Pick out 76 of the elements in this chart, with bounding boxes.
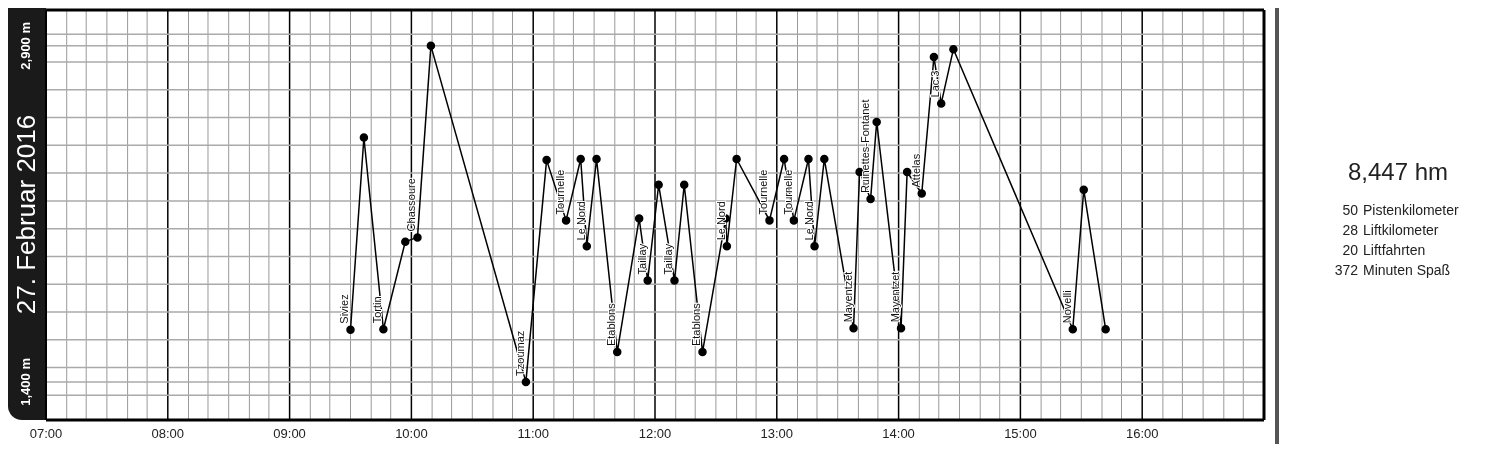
point: [849, 324, 858, 333]
annotation: Tournelle: [781, 169, 794, 215]
annotation: Etablons: [690, 302, 703, 347]
point: [732, 154, 741, 164]
point: [576, 154, 585, 164]
point: [634, 214, 644, 223]
annotation: Ruinettes-Fontanet: [858, 99, 871, 194]
point: [722, 242, 732, 251]
x-tick-label: 14:00: [882, 426, 915, 441]
point: [698, 347, 707, 357]
point: [413, 233, 422, 242]
point: [949, 44, 958, 54]
x-tick-label: 10:00: [395, 426, 428, 441]
point: [643, 276, 652, 285]
point: [936, 99, 946, 108]
annotation: Le Nord: [574, 201, 587, 241]
point: [379, 325, 388, 334]
x-tick-label: 08:00: [151, 426, 185, 441]
point: [804, 154, 813, 164]
y-tick-label: 2,900 m: [18, 22, 34, 70]
annotation: Tortin: [371, 296, 384, 324]
point: [542, 155, 551, 165]
text: 8,447 hm: [1346, 158, 1450, 186]
point: [401, 237, 410, 246]
text: 372 Minuten Spaß: [1333, 261, 1451, 280]
point: [359, 133, 369, 142]
point: [779, 154, 789, 164]
point: [654, 180, 663, 189]
point: [820, 154, 829, 164]
point: [679, 180, 689, 189]
annotation: Le Nord: [802, 201, 815, 241]
point: [426, 41, 436, 51]
point: [917, 189, 926, 198]
point: [1079, 185, 1088, 194]
x-tick-label: 16:00: [1125, 426, 1159, 441]
x-tick-label: 11:00: [517, 426, 549, 441]
point: [810, 242, 819, 251]
annotation: Novelli: [1060, 290, 1073, 324]
x-tick-label: 12:00: [638, 426, 672, 441]
point: [896, 324, 906, 333]
annotation: Tournelle: [554, 169, 567, 215]
point: [929, 52, 939, 62]
point: [866, 194, 875, 204]
point: [902, 167, 912, 177]
annotation: Etablons: [605, 302, 618, 347]
annotation: Tournelle: [757, 169, 770, 215]
text: 50 Pistenkilometer: [1341, 201, 1459, 220]
point: [670, 276, 679, 285]
point: [1068, 325, 1078, 334]
annotation: Taillay: [635, 243, 648, 275]
annotation: Mayentzet: [841, 271, 854, 323]
text: 27. Februar 2016: [11, 114, 43, 314]
point: [521, 377, 531, 387]
annotation: Mayentzet: [889, 271, 902, 323]
annotation: Tzoumaz: [513, 330, 526, 376]
point: [1101, 325, 1110, 334]
annotation: Taillay: [662, 243, 675, 275]
x-tick-label: 13:00: [760, 426, 794, 441]
x-tick-label: 07:00: [29, 426, 63, 441]
text: 28 Liftkilometer: [1341, 221, 1439, 240]
annotation: Chassoure: [405, 178, 418, 232]
point: [612, 347, 622, 357]
annotation: Le Nord: [714, 201, 727, 241]
x-tick-label: 15:00: [1004, 426, 1037, 441]
y-tick-label: 1,400 m: [18, 358, 34, 406]
point: [872, 117, 881, 127]
point: [765, 216, 774, 225]
point: [592, 154, 601, 164]
annotation: Attelas: [909, 153, 922, 188]
point: [346, 325, 355, 334]
point: [789, 216, 799, 225]
point: [561, 216, 571, 225]
text: 20 Liftfahrten: [1341, 241, 1426, 260]
point: [582, 242, 592, 251]
annotation: Siviez: [338, 294, 351, 324]
x-tick-label: 09:00: [273, 426, 306, 441]
